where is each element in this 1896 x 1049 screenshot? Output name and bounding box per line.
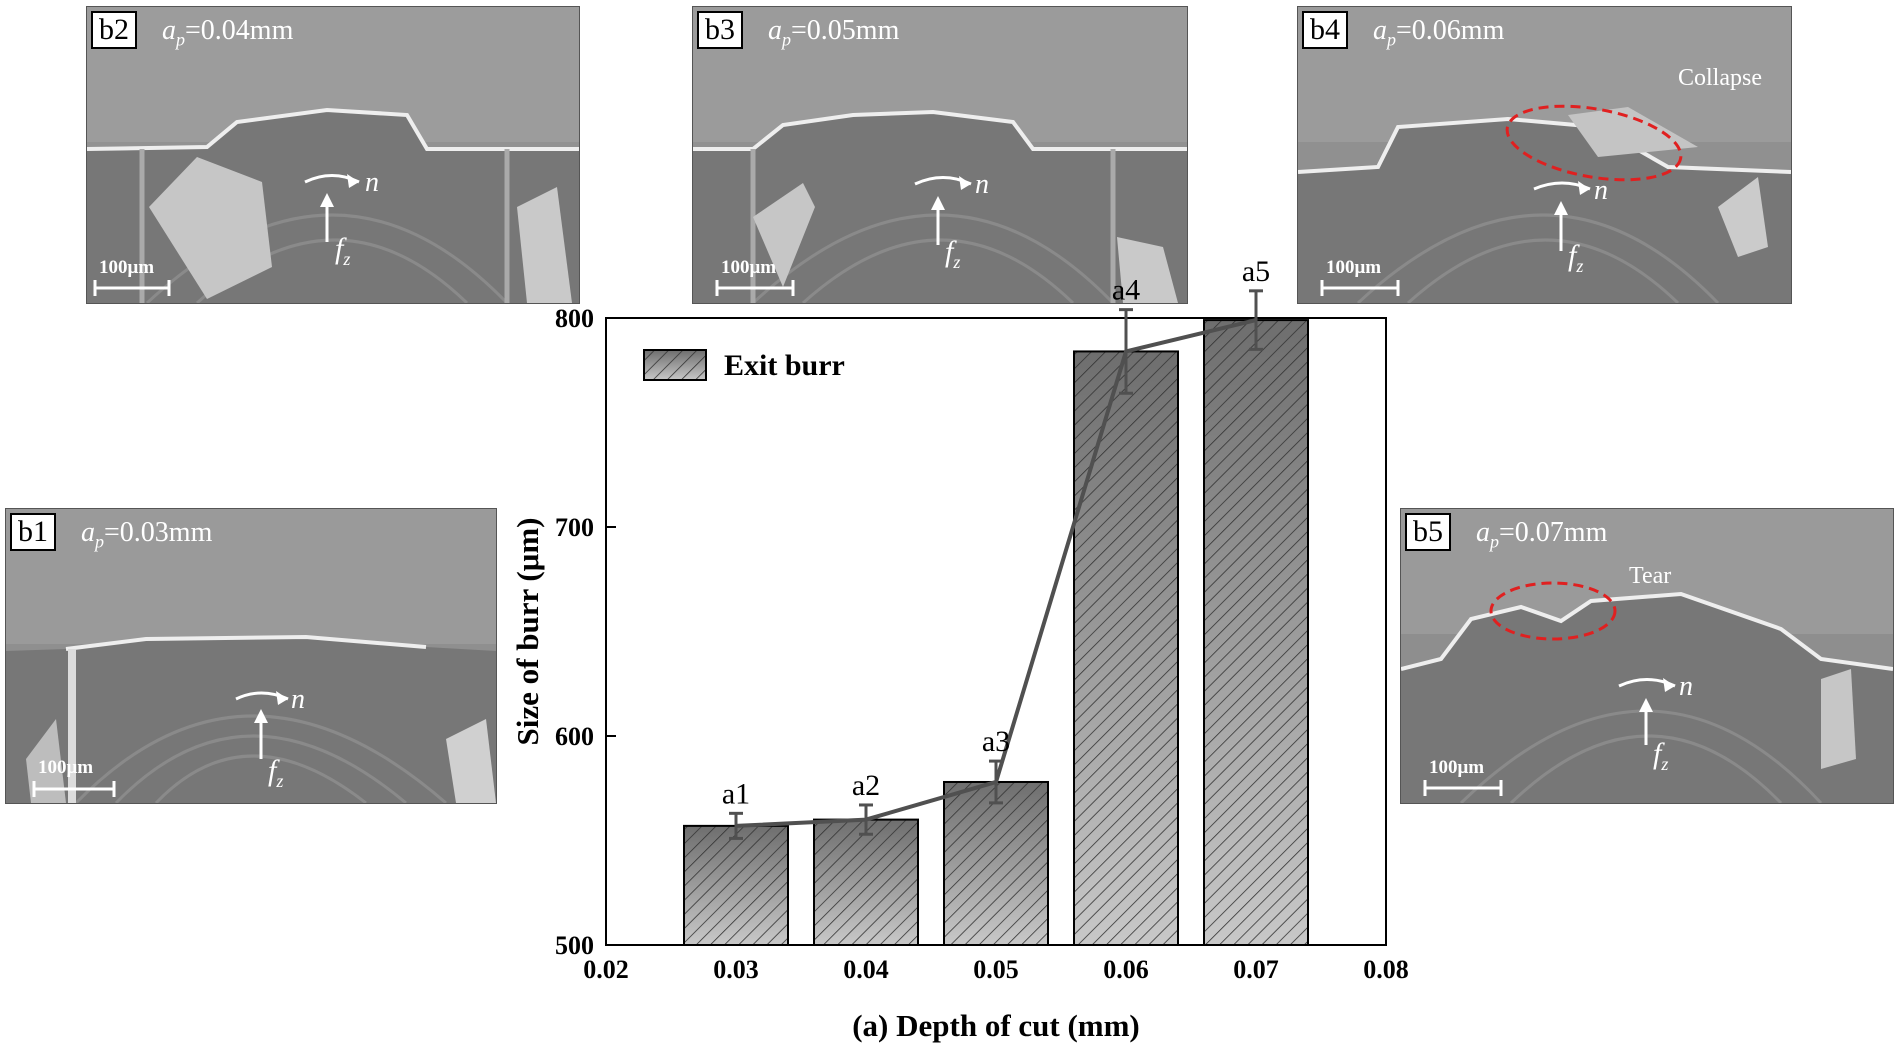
bar — [1203, 319, 1309, 946]
ap-value: =0.07mm — [1499, 517, 1608, 548]
feed-subscript: z — [1661, 754, 1669, 774]
feed-label-fz: fz — [1653, 737, 1668, 775]
collapse-annotation: Collapse — [1678, 65, 1762, 91]
feed-label-fz: fz — [945, 235, 960, 273]
bar-label: a3 — [982, 725, 1010, 758]
sem-image-b4 — [1298, 7, 1791, 303]
ap-symbol: a — [162, 15, 176, 46]
x-tick-label: 0.02 — [583, 955, 629, 984]
sem-panel-b4: b4 ap=0.06mm Collapse n fz 100μm — [1297, 6, 1792, 304]
ap-subscript: p — [95, 531, 104, 552]
direction-arrows-b1 — [32, 691, 289, 797]
ap-subscript: p — [1387, 29, 1396, 50]
bar — [813, 818, 919, 946]
scale-bar-label-b1: 100μm — [38, 757, 94, 778]
bar-label: a5 — [1242, 255, 1270, 288]
panel-tag-b2: b2 — [91, 11, 137, 49]
bar-label: a1 — [722, 777, 750, 810]
y-tick-label: 700 — [555, 513, 594, 542]
direction-arrows-b5 — [1423, 678, 1676, 796]
sem-image-b3 — [693, 7, 1187, 303]
x-tick-label: 0.07 — [1233, 955, 1279, 984]
sem-panel-b1: b1 ap=0.03mm n fz 100μm — [5, 508, 497, 804]
direction-arrows-b4 — [1320, 181, 1591, 296]
feed-subscript: z — [1576, 256, 1584, 276]
rotation-label-n: n — [291, 684, 305, 715]
feed-subscript: z — [276, 771, 284, 791]
sem-panel-b2: b2 ap=0.04mm n fz 100μm — [86, 6, 580, 304]
bar-label: a4 — [1112, 274, 1140, 307]
ap-subscript: p — [176, 29, 185, 50]
panel-tag-b5: b5 — [1405, 513, 1451, 551]
panel-tag-b3: b3 — [697, 11, 743, 49]
ap-value: =0.04mm — [185, 15, 294, 46]
ap-symbol: a — [81, 517, 95, 548]
rotation-label-n: n — [1679, 671, 1693, 702]
rotation-label-n: n — [1594, 175, 1608, 206]
direction-arrows-b3 — [715, 176, 972, 296]
depth-label-b2: ap=0.04mm — [162, 15, 293, 51]
scale-bar-label-b3: 100μm — [721, 257, 777, 278]
feed-label-fz: fz — [1568, 239, 1583, 277]
ap-subscript: p — [782, 29, 791, 50]
depth-label-b4: ap=0.06mm — [1373, 15, 1504, 51]
rotation-label-n: n — [975, 169, 989, 200]
bar — [683, 824, 789, 946]
feed-label-fz: fz — [268, 754, 283, 792]
tear-annotation: Tear — [1629, 563, 1672, 589]
x-tick-label: 0.06 — [1103, 955, 1149, 984]
direction-arrows-b2 — [93, 174, 360, 296]
x-tick-label: 0.03 — [713, 955, 759, 984]
feed-subscript: z — [343, 249, 351, 269]
scale-bar-label-b2: 100μm — [99, 257, 155, 278]
sem-image-b5 — [1401, 509, 1893, 803]
legend-swatch — [643, 349, 707, 381]
depth-label-b5: ap=0.07mm — [1476, 517, 1607, 553]
panel-tag-b4: b4 — [1302, 11, 1348, 49]
ap-symbol: a — [768, 15, 782, 46]
depth-label-b3: ap=0.05mm — [768, 15, 899, 51]
bar — [943, 780, 1049, 946]
sem-image-b1 — [6, 509, 496, 803]
sem-panel-b5: b5 ap=0.07mm Tear n fz 100μm — [1400, 508, 1894, 804]
sem-image-b2 — [87, 7, 579, 303]
ap-value: =0.06mm — [1396, 15, 1505, 46]
y-tick-label: 500 — [555, 931, 594, 960]
panel-tag-b1: b1 — [10, 513, 56, 551]
bar — [1073, 350, 1179, 946]
x-axis-title: (a) Depth of cut (mm) — [852, 1008, 1140, 1043]
y-axis-title: Size of burr (μm) — [510, 518, 545, 746]
feed-symbol: f — [268, 754, 277, 787]
bar-label: a2 — [852, 769, 880, 802]
depth-label-b1: ap=0.03mm — [81, 517, 212, 553]
x-tick-label: 0.05 — [973, 955, 1019, 984]
feed-subscript: z — [953, 252, 961, 272]
x-tick-label: 0.08 — [1363, 955, 1409, 984]
legend-label: Exit burr — [724, 349, 845, 382]
feed-symbol: f — [1653, 737, 1662, 770]
ap-value: =0.03mm — [104, 517, 213, 548]
ap-value: =0.05mm — [791, 15, 900, 46]
ap-symbol: a — [1373, 15, 1387, 46]
feed-symbol: f — [945, 235, 954, 268]
y-tick-label: 800 — [555, 304, 594, 333]
sem-panel-b3: b3 ap=0.05mm n fz 100μm — [692, 6, 1188, 304]
feed-symbol: f — [1568, 239, 1577, 272]
feed-symbol: f — [335, 232, 344, 265]
feed-label-fz: fz — [335, 232, 350, 270]
rotation-label-n: n — [365, 167, 379, 198]
scale-bar-label-b4: 100μm — [1326, 257, 1382, 278]
ap-symbol: a — [1476, 517, 1490, 548]
x-tick-label: 0.04 — [843, 955, 889, 984]
y-tick-label: 600 — [555, 722, 594, 751]
ap-subscript: p — [1490, 531, 1499, 552]
scale-bar-label-b5: 100μm — [1429, 757, 1485, 778]
